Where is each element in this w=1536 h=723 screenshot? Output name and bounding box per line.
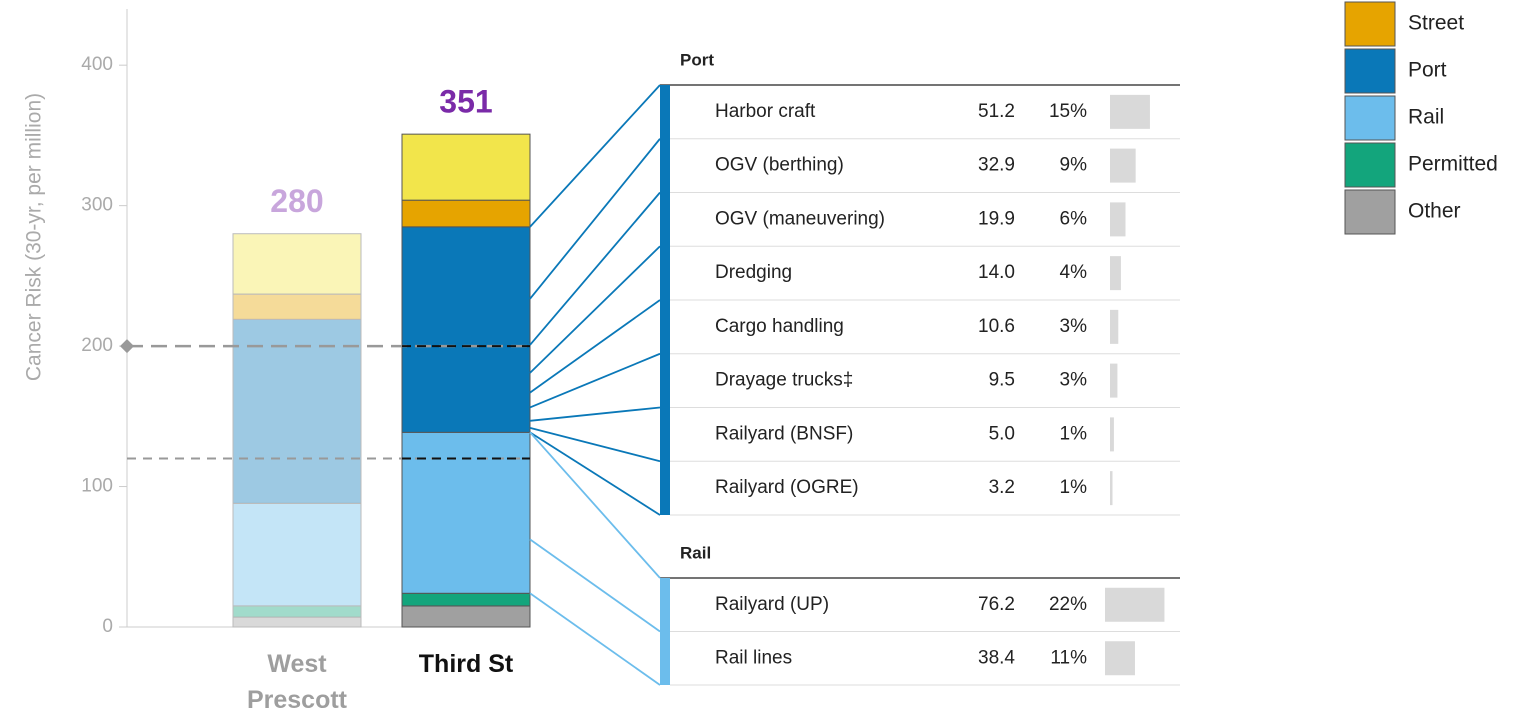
row-bar xyxy=(1105,587,1165,622)
connector xyxy=(529,84,661,228)
bar-segment xyxy=(232,233,362,295)
total-label: 351 xyxy=(439,83,492,119)
x-tick-label: West Prescott xyxy=(246,650,348,714)
row-share: 22% xyxy=(1049,594,1087,615)
group-bracket xyxy=(660,85,670,515)
row-name: Railyard (BNSF) xyxy=(715,423,853,444)
legend-swatch xyxy=(1344,189,1396,235)
row-name: Rail lines xyxy=(715,647,792,668)
bar-segment xyxy=(401,199,531,228)
connector xyxy=(529,299,661,394)
connector xyxy=(529,406,661,422)
row-name: Harbor craft xyxy=(715,101,816,122)
bar-segment xyxy=(232,616,362,628)
row-value: 9.5 xyxy=(989,370,1015,391)
bar-segment xyxy=(401,592,531,607)
legend-swatch xyxy=(1344,95,1396,141)
row-name: Drayage trucks‡ xyxy=(715,370,853,391)
row-value: 14.0 xyxy=(978,262,1015,283)
total-label: 280 xyxy=(270,183,323,219)
legend-label: Port xyxy=(1408,59,1447,82)
row-share: 11% xyxy=(1050,647,1087,668)
bar-segment xyxy=(232,293,362,320)
row-share: 4% xyxy=(1060,262,1088,283)
row-name: Cargo handling xyxy=(715,316,844,337)
bar-segment xyxy=(232,318,362,504)
row-value: 38.4 xyxy=(978,647,1015,668)
y-tick-label: 0 xyxy=(102,616,113,637)
row-share: 3% xyxy=(1060,316,1088,337)
legend-label: Street xyxy=(1408,12,1464,35)
row-bar xyxy=(1110,202,1126,237)
bar-segment xyxy=(401,226,531,433)
connector xyxy=(529,431,661,579)
row-share: 6% xyxy=(1060,208,1088,229)
row-value: 51.2 xyxy=(978,101,1015,122)
row-share: 1% xyxy=(1060,423,1088,444)
legend-label: Rail xyxy=(1408,106,1444,129)
row-bar xyxy=(1110,417,1114,452)
bar-segment xyxy=(401,605,531,628)
row-bar xyxy=(1110,363,1118,398)
y-axis-label: Cancer Risk (30-yr, per million) xyxy=(23,93,46,381)
row-value: 76.2 xyxy=(978,594,1015,615)
row-value: 32.9 xyxy=(978,155,1015,176)
reference-marker xyxy=(120,339,134,354)
row-bar xyxy=(1110,94,1150,129)
legend-label: Other xyxy=(1408,200,1461,223)
connector xyxy=(529,191,661,346)
row-name: Railyard (UP) xyxy=(715,594,829,615)
row-bar xyxy=(1110,256,1121,291)
row-bar xyxy=(1105,641,1135,676)
row-share: 9% xyxy=(1060,155,1088,176)
legend-swatch xyxy=(1344,142,1396,188)
bar-segment xyxy=(232,502,362,607)
legend-label: Permitted xyxy=(1408,153,1498,176)
connector xyxy=(529,592,661,686)
y-tick-label: 200 xyxy=(81,335,113,356)
row-share: 1% xyxy=(1060,477,1088,498)
connector xyxy=(529,426,661,463)
bar-segment xyxy=(401,133,531,201)
row-bar xyxy=(1110,471,1113,506)
group-title: Port xyxy=(680,50,714,69)
row-share: 3% xyxy=(1060,370,1088,391)
row-name: Dredging xyxy=(715,262,792,283)
connector xyxy=(529,352,661,409)
row-name: Railyard (OGRE) xyxy=(715,477,859,498)
y-tick-label: 300 xyxy=(81,195,113,216)
row-bar xyxy=(1110,309,1119,344)
row-name: OGV (berthing) xyxy=(715,155,844,176)
row-value: 10.6 xyxy=(978,316,1015,337)
row-value: 5.0 xyxy=(989,423,1015,444)
y-tick-label: 400 xyxy=(81,54,113,75)
connector xyxy=(529,538,661,633)
legend-swatch xyxy=(1344,1,1396,47)
row-value: 3.2 xyxy=(989,477,1015,498)
connector xyxy=(529,245,661,374)
group-title: Rail xyxy=(680,543,711,562)
group-bracket xyxy=(660,578,670,685)
bar-segment xyxy=(232,605,362,618)
row-value: 19.9 xyxy=(978,208,1015,229)
connector xyxy=(529,431,661,516)
legend-swatch xyxy=(1344,48,1396,94)
x-tick-label: Third St xyxy=(418,650,514,678)
row-bar xyxy=(1110,148,1136,183)
row-name: OGV (maneuvering) xyxy=(715,208,885,229)
bar-segment xyxy=(401,431,531,594)
connector xyxy=(529,138,661,300)
y-tick-label: 100 xyxy=(81,476,113,497)
row-share: 15% xyxy=(1049,101,1087,122)
